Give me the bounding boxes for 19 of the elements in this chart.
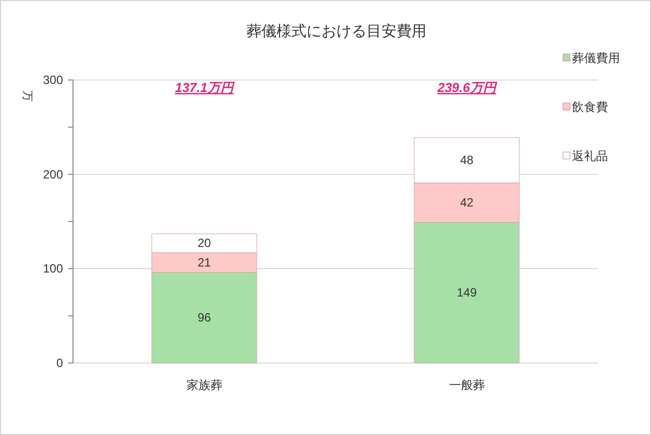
chart-title: 葬儀様式における目安費用 (246, 23, 426, 40)
y-tick-label: 100 (42, 262, 64, 276)
x-tick-label: 家族葬 (186, 378, 222, 392)
x-tick-label: 一般葬 (448, 378, 485, 392)
data-label: 21 (198, 256, 212, 270)
data-label: 48 (460, 153, 474, 168)
data-label: 149 (456, 286, 478, 300)
legend-label: 返礼品 (572, 149, 608, 163)
legend-label: 飲食費 (572, 100, 608, 114)
annotation: 239.6万円 (436, 80, 498, 95)
y-axis-title: 万 (21, 90, 33, 102)
y-tick-label: 0 (56, 356, 64, 370)
data-label: 96 (198, 310, 212, 325)
y-tick-label: 300 (42, 73, 64, 87)
legend-label: 葬儀費用 (572, 51, 620, 65)
data-label: 20 (198, 236, 212, 250)
y-tick-label: 200 (42, 167, 64, 182)
data-label: 42 (460, 196, 474, 210)
annotation: 137.1万円 (174, 80, 236, 95)
